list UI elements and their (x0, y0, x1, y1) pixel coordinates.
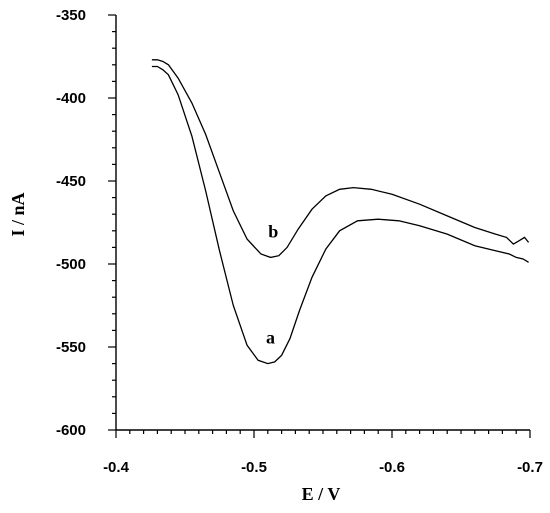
x-axis-label: E / V (302, 484, 341, 504)
x-tick-label: -0.7 (517, 459, 543, 476)
series-line-b (151, 59, 530, 259)
y-tick-label: -400 (56, 90, 86, 107)
annotation-layer: ab (266, 221, 278, 347)
x-tick-label: -0.4 (103, 459, 130, 476)
curve-label-a: a (266, 328, 275, 348)
x-tick-label: -0.5 (241, 459, 267, 476)
x-ticks: -0.4 -0.5 -0.6 -0.7 (103, 430, 543, 476)
y-tick-label: -450 (56, 173, 86, 190)
series-layer (151, 59, 530, 365)
y-tick-label: -550 (56, 339, 86, 356)
y-tick-label: -500 (56, 256, 86, 273)
y-ticks: -350 -400 -450 -500 -550 -600 (56, 7, 116, 439)
y-axis-label: I / nA (8, 192, 28, 236)
y-tick-label: -600 (56, 422, 86, 439)
x-tick-label: -0.6 (379, 459, 405, 476)
series-line-a (151, 65, 529, 365)
y-tick-label: -350 (56, 7, 86, 24)
curve-label-b: b (268, 221, 278, 241)
